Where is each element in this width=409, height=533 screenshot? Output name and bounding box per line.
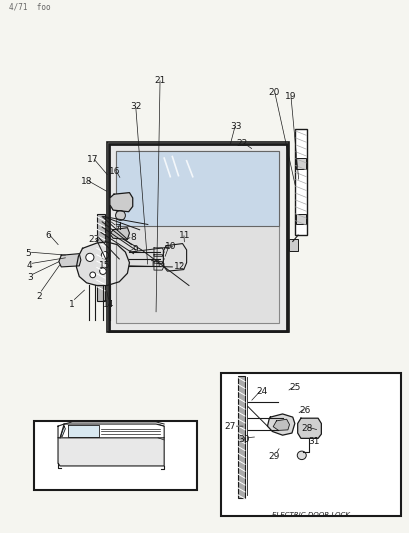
- Text: 26: 26: [299, 406, 310, 415]
- Text: 5: 5: [26, 249, 31, 258]
- Polygon shape: [272, 419, 289, 431]
- Text: 29: 29: [267, 453, 279, 462]
- Bar: [295, 214, 306, 224]
- Bar: [295, 158, 306, 169]
- Polygon shape: [110, 192, 133, 212]
- Polygon shape: [154, 248, 164, 256]
- Bar: [34, 421, 196, 490]
- Text: 23: 23: [88, 235, 99, 244]
- Polygon shape: [58, 424, 164, 438]
- Bar: [97, 214, 105, 302]
- Polygon shape: [154, 255, 164, 263]
- Bar: [97, 214, 105, 302]
- Bar: [237, 376, 245, 498]
- Circle shape: [99, 268, 106, 274]
- Text: 20: 20: [268, 88, 279, 98]
- Text: 4: 4: [27, 261, 32, 270]
- Text: 17: 17: [87, 155, 98, 164]
- Text: 19: 19: [284, 92, 296, 101]
- Circle shape: [85, 253, 94, 262]
- Text: 22: 22: [236, 139, 247, 148]
- Bar: [221, 373, 400, 516]
- Text: 12: 12: [173, 262, 185, 271]
- Polygon shape: [163, 244, 186, 271]
- Text: 2: 2: [37, 292, 43, 301]
- Text: 33: 33: [229, 122, 241, 131]
- Polygon shape: [76, 242, 129, 286]
- Text: 15: 15: [99, 261, 110, 270]
- Circle shape: [90, 272, 95, 278]
- Bar: [116, 151, 279, 324]
- Polygon shape: [61, 426, 65, 437]
- Text: 24: 24: [256, 387, 267, 396]
- Text: 3: 3: [27, 273, 33, 282]
- Bar: [294, 129, 306, 235]
- Text: 7: 7: [114, 224, 120, 233]
- Bar: [237, 376, 245, 498]
- Circle shape: [115, 211, 125, 220]
- Ellipse shape: [297, 451, 306, 459]
- Text: 27: 27: [224, 422, 236, 431]
- Text: 8: 8: [130, 233, 136, 242]
- Text: 28: 28: [301, 424, 312, 433]
- Polygon shape: [58, 254, 81, 267]
- Text: 16: 16: [109, 167, 121, 176]
- Text: 25: 25: [288, 383, 300, 392]
- Text: 1: 1: [69, 300, 75, 309]
- Polygon shape: [154, 262, 164, 270]
- Text: 21: 21: [154, 76, 165, 85]
- Text: 30: 30: [238, 435, 249, 444]
- Polygon shape: [110, 228, 129, 239]
- Text: 10: 10: [164, 243, 175, 251]
- Text: 9: 9: [133, 245, 138, 254]
- Text: 13: 13: [150, 260, 162, 269]
- Circle shape: [101, 252, 108, 259]
- Text: 6: 6: [45, 231, 51, 239]
- Bar: [109, 144, 286, 330]
- Circle shape: [111, 257, 117, 264]
- Text: 4/71  foo: 4/71 foo: [9, 3, 51, 12]
- Polygon shape: [58, 438, 164, 466]
- Bar: [106, 142, 288, 332]
- Polygon shape: [267, 414, 294, 435]
- Bar: [288, 239, 297, 251]
- Polygon shape: [297, 418, 321, 438]
- Polygon shape: [68, 425, 99, 437]
- Bar: [116, 151, 279, 226]
- Text: 18: 18: [81, 177, 92, 187]
- Text: ELECTRIC DOOR LOCK: ELECTRIC DOOR LOCK: [272, 512, 349, 518]
- Text: 11: 11: [178, 231, 190, 239]
- Text: 32: 32: [130, 102, 141, 111]
- Text: 14: 14: [103, 300, 115, 309]
- Text: 31: 31: [308, 437, 319, 446]
